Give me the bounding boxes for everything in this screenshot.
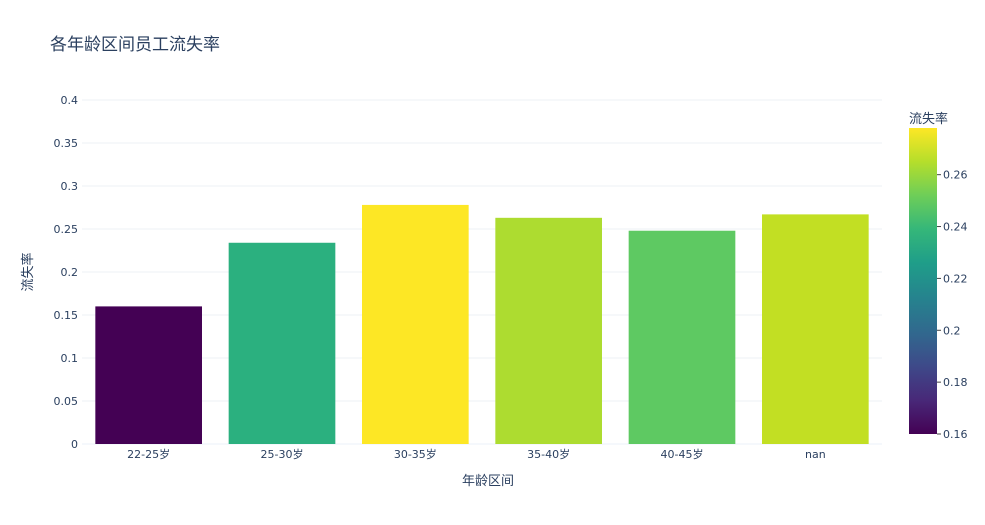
bar[interactable]: [495, 217, 602, 444]
x-tick-label: 25-30岁: [261, 447, 304, 461]
bars: [95, 204, 869, 444]
x-axis-title: 年龄区间: [462, 474, 514, 489]
bar[interactable]: [228, 242, 336, 444]
colorbar: [909, 128, 937, 434]
y-tick-label: 0.25: [54, 223, 79, 236]
y-tick-label: 0.1: [61, 352, 79, 365]
colorbar-tick-label: 0.16: [943, 428, 968, 441]
x-tick-label: 35-40岁: [527, 447, 570, 461]
y-axis-ticks: 0 0.05 0.1 0.15 0.2 0.25 0.3 0.35 0.4: [54, 94, 79, 451]
colorbar-ticks: 0.16 0.18 0.2 0.22 0.24 0.26: [937, 169, 968, 441]
y-axis-title: 流失率: [20, 252, 36, 291]
colorbar-tick-label: 0.22: [943, 272, 968, 285]
y-tick-label: 0.4: [61, 94, 79, 107]
bar[interactable]: [95, 306, 202, 444]
y-tick-label: 0.35: [54, 137, 79, 150]
y-tick-label: 0.3: [61, 180, 79, 193]
colorbar-tick-label: 0.26: [943, 169, 968, 182]
colorbar-title: 流失率: [909, 111, 948, 127]
x-tick-label: 22-25岁: [127, 447, 170, 461]
y-tick-label: 0.15: [54, 309, 79, 322]
chart-title: 各年龄区间员工流失率: [50, 35, 220, 55]
x-tick-label: nan: [805, 448, 826, 461]
x-tick-label: 30-35岁: [394, 447, 437, 461]
bar[interactable]: [362, 204, 469, 444]
x-axis-ticks: 22-25岁 25-30岁 30-35岁 35-40岁 40-45岁 nan: [127, 447, 826, 461]
bar[interactable]: [762, 214, 869, 444]
x-tick-label: 40-45岁: [661, 447, 704, 461]
y-tick-label: 0.05: [54, 395, 79, 408]
colorbar-tick-label: 0.24: [943, 221, 968, 234]
bar[interactable]: [628, 230, 736, 444]
colorbar-tick-label: 0.18: [943, 376, 968, 389]
y-tick-label: 0.2: [61, 266, 79, 279]
y-tick-label: 0: [71, 438, 78, 451]
gridlines: [82, 99, 882, 445]
colorbar-tick-label: 0.2: [943, 324, 961, 337]
